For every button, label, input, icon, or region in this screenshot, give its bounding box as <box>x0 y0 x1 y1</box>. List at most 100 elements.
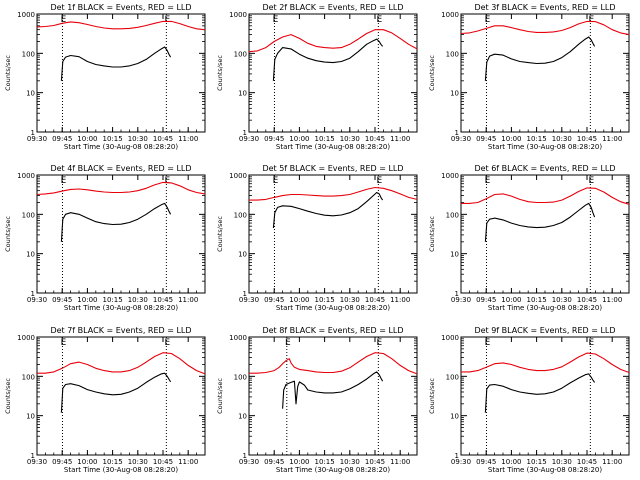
x-tick-label: 10:15 <box>527 296 547 304</box>
series-lld-line <box>249 352 418 375</box>
x-tick-label: 11:00 <box>178 458 198 466</box>
y-tick-label: 1000 <box>17 172 35 180</box>
x-tick-label: 10:15 <box>103 135 123 143</box>
event-marker-label: E <box>61 15 67 25</box>
y-tick-label: 1000 <box>229 11 247 19</box>
y-tick-label: 1000 <box>441 11 459 19</box>
event-marker-label: E <box>485 176 491 186</box>
panel-title: Det 7f BLACK = Events, RED = LLD <box>50 326 191 335</box>
x-tick-label: 10:45 <box>365 135 385 143</box>
x-tick-label: 10:30 <box>128 458 148 466</box>
y-tick-label: 1 <box>31 452 35 460</box>
y-tick-label: 1000 <box>441 334 459 342</box>
y-tick-label: 1 <box>243 129 247 137</box>
y-tick-label: 100 <box>446 373 459 381</box>
x-axis-label: Start Time (30-Aug-08 08:28:20) <box>64 143 178 151</box>
x-tick-label: 09:30 <box>451 458 471 466</box>
detector-panel-6: Det 6f BLACK = Events, RED = LLD 1 10 100 10… <box>428 164 630 312</box>
series-lld-line <box>460 20 630 36</box>
x-tick-label: 09:30 <box>451 135 471 143</box>
x-tick-label: 09:45 <box>264 296 284 304</box>
y-tick-label: 100 <box>446 50 459 58</box>
detector-panel-8: Det 8f BLACK = Events, RED = LLD 1 10 100 10… <box>216 326 418 474</box>
x-tick-label: 10:00 <box>77 458 97 466</box>
y-axis-label: Counts/sec <box>428 216 436 252</box>
x-axis-label: Start Time (30-Aug-08 08:28:20) <box>488 143 602 151</box>
panel-title: Det 9f BLACK = Events, RED = LLD <box>474 326 615 335</box>
series-lld-line <box>37 352 206 375</box>
y-tick-label: 100 <box>22 211 35 219</box>
panel-title: Det 2f BLACK = Events, RED = LLD <box>262 3 403 12</box>
x-tick-label: 09:45 <box>264 135 284 143</box>
y-tick-label: 1 <box>455 129 459 137</box>
x-tick-label: 10:30 <box>128 296 148 304</box>
x-tick-label: 10:00 <box>289 135 309 143</box>
x-tick-label: 10:45 <box>577 458 597 466</box>
x-axis-label: Start Time (30-Aug-08 08:28:20) <box>488 466 602 474</box>
x-tick-label: 09:30 <box>27 135 47 143</box>
x-tick-label: 10:15 <box>103 296 123 304</box>
x-tick-label: 09:45 <box>52 135 72 143</box>
detector-panel-2: Det 2f BLACK = Events, RED = LLD 1 10 100 10… <box>216 3 418 151</box>
x-tick-label: 10:45 <box>365 296 385 304</box>
x-tick-label: 11:00 <box>602 135 622 143</box>
plot-frame <box>248 174 418 294</box>
x-axis-label: Start Time (30-Aug-08 08:28:20) <box>488 304 602 312</box>
y-axis-label: Counts/sec <box>4 378 12 414</box>
y-axis-label: Counts/sec <box>216 378 224 414</box>
event-marker-label: E <box>61 338 67 348</box>
y-tick-label: 10 <box>26 90 35 98</box>
event-marker-label: E <box>273 15 279 25</box>
plot-frame <box>248 336 418 456</box>
y-tick-label: 1 <box>31 129 35 137</box>
y-axis-label: Counts/sec <box>4 216 12 252</box>
series-events-line <box>60 372 172 413</box>
series-events-line <box>60 202 172 242</box>
series-events-line <box>484 202 596 242</box>
series-events-line <box>272 38 384 81</box>
x-tick-label: 10:30 <box>552 135 572 143</box>
event-marker-label: E <box>377 176 383 186</box>
event-marker-label: E <box>165 176 171 186</box>
y-tick-label: 10 <box>238 90 247 98</box>
x-axis-label: Start Time (30-Aug-08 08:28:20) <box>64 466 178 474</box>
y-tick-label: 1000 <box>17 334 35 342</box>
x-tick-label: 09:45 <box>264 458 284 466</box>
x-tick-label: 11:00 <box>602 458 622 466</box>
x-tick-label: 10:00 <box>77 296 97 304</box>
y-axis-label: Counts/sec <box>4 55 12 91</box>
x-tick-label: 09:30 <box>27 296 47 304</box>
series-events-line <box>484 373 596 413</box>
event-marker-label: E <box>377 15 383 25</box>
panel-title: Det 3f BLACK = Events, RED = LLD <box>474 3 615 12</box>
x-axis-label: Start Time (30-Aug-08 08:28:20) <box>276 304 390 312</box>
x-tick-label: 11:00 <box>390 458 410 466</box>
series-events-line <box>60 46 172 81</box>
panel-title: Det 5f BLACK = Events, RED = LLD <box>262 164 403 173</box>
series-lld-line <box>36 20 206 31</box>
series-lld-line <box>461 352 630 374</box>
x-tick-label: 10:45 <box>365 458 385 466</box>
y-tick-label: 1000 <box>17 11 35 19</box>
y-tick-label: 1 <box>243 290 247 298</box>
x-tick-label: 10:00 <box>289 458 309 466</box>
panel-title: Det 4f BLACK = Events, RED = LLD <box>50 164 191 173</box>
y-tick-label: 100 <box>22 373 35 381</box>
event-marker-label: E <box>485 15 491 25</box>
x-tick-label: 10:00 <box>501 458 521 466</box>
y-tick-label: 100 <box>22 50 35 58</box>
y-tick-label: 100 <box>234 50 247 58</box>
series-lld-line <box>249 186 418 201</box>
x-tick-label: 09:45 <box>52 458 72 466</box>
x-tick-label: 09:45 <box>476 458 496 466</box>
x-tick-label: 10:45 <box>153 135 173 143</box>
panel-title: Det 8f BLACK = Events, RED = LLD <box>262 326 403 335</box>
y-axis-label: Counts/sec <box>216 55 224 91</box>
series-events-line <box>272 191 384 229</box>
x-tick-label: 11:00 <box>390 296 410 304</box>
y-tick-label: 10 <box>238 251 247 259</box>
x-tick-label: 10:30 <box>552 458 572 466</box>
y-tick-label: 1000 <box>441 172 459 180</box>
y-tick-label: 100 <box>234 211 247 219</box>
detector-panel-1: Det 1f BLACK = Events, RED = LLD 1 10 100 10… <box>4 3 206 151</box>
